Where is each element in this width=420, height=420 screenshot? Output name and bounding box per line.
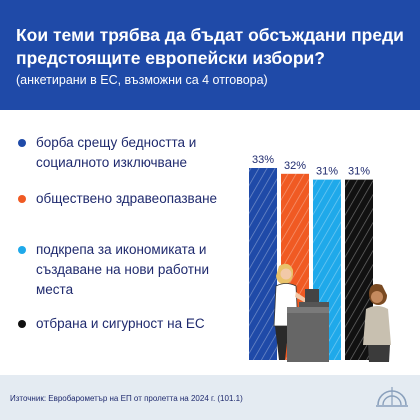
- legend-label-health: обществено здравеопазване: [36, 191, 218, 206]
- legend-label-economy: подкрепа за икономиката и създаване на н…: [36, 242, 209, 297]
- legend-dot-health: [18, 195, 26, 203]
- source-note: Източник: Евробарометър на ЕП от пролетт…: [10, 394, 243, 403]
- podium-illustration: [287, 289, 329, 362]
- value-label-health: 32%: [284, 160, 306, 172]
- value-label-defence: 31%: [348, 166, 370, 178]
- legend-dot-defence: [18, 320, 26, 328]
- bar-texture-poverty: [249, 168, 277, 360]
- legend-dot-economy: [18, 246, 26, 254]
- legend-label-defence: отбрана и сигурност на ЕС: [36, 316, 205, 331]
- page-title: Кои теми трябва да бъдат обсъждани преди…: [16, 25, 404, 68]
- header-banner: Кои теми трябва да бъдат обсъждани преди…: [0, 0, 420, 110]
- value-labels-group: 33% 32% 31% 31%: [252, 154, 370, 178]
- page-subtitle: (анкетирани в ЕС, възможни са 4 отговора…: [16, 73, 268, 87]
- people-illustration: [273, 263, 391, 362]
- parliament-logo-icon: [376, 387, 408, 407]
- man-illustration: [363, 284, 391, 362]
- legend-dot-poverty: [18, 139, 26, 147]
- value-label-poverty: 33%: [252, 154, 274, 166]
- footer: Източник: Евробарометър на ЕП от пролетт…: [0, 375, 420, 420]
- value-label-economy: 31%: [316, 166, 338, 178]
- legend-label-poverty: борба срещу бедността и социалното изклю…: [36, 135, 197, 170]
